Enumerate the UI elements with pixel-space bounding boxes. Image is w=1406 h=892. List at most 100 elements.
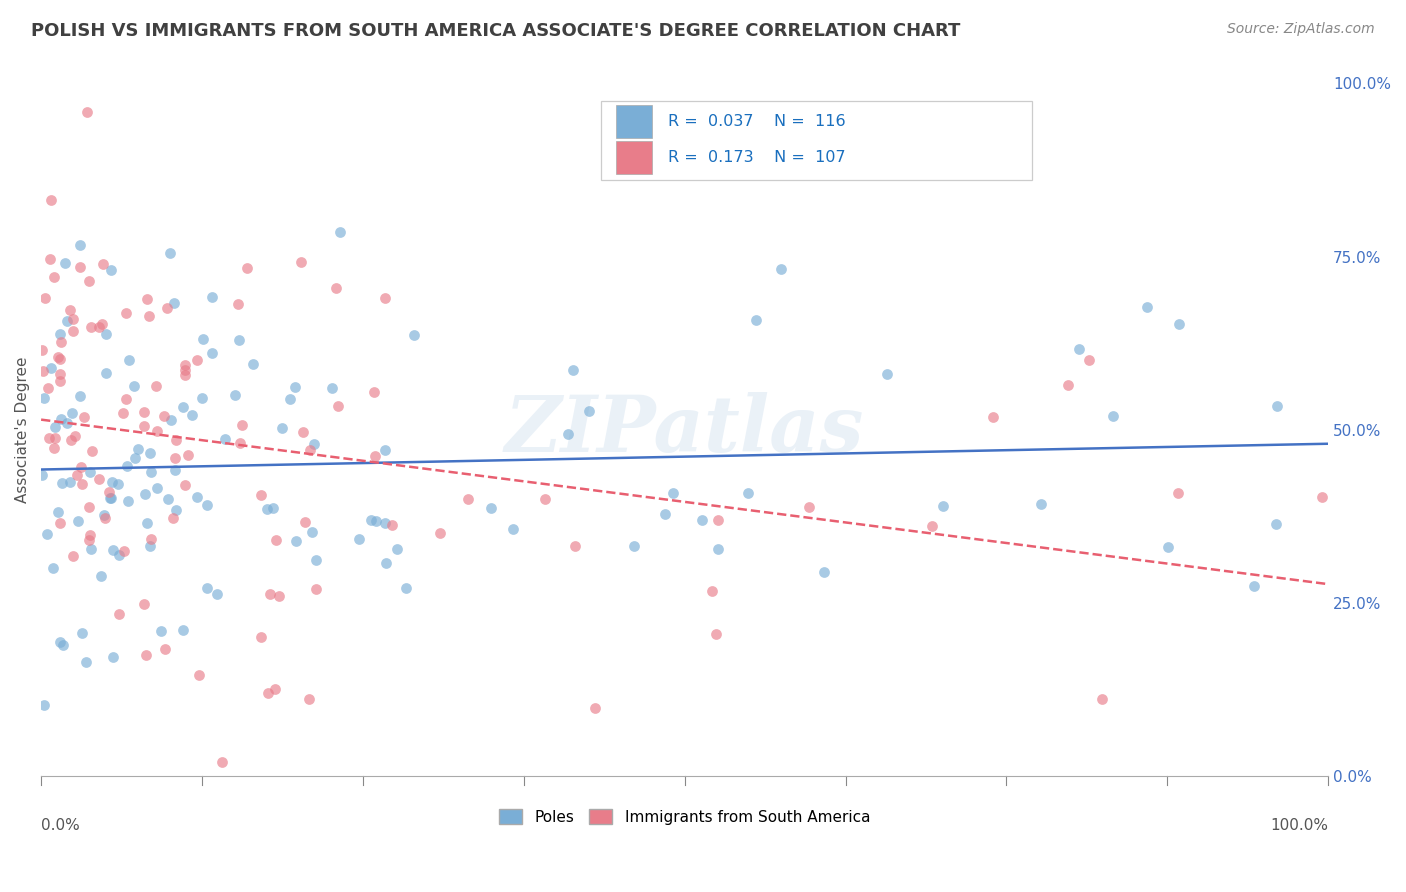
Point — [157, 492, 180, 507]
Point — [59, 303, 82, 318]
Point — [51, 475, 73, 490]
Point — [374, 516, 396, 531]
Text: ZIPatlas: ZIPatlas — [505, 392, 865, 468]
Point — [49, 516, 72, 531]
Point — [249, 488, 271, 502]
Point — [135, 648, 157, 663]
Point — [73, 409, 96, 424]
Point — [457, 491, 479, 506]
Point — [44, 269, 66, 284]
Point — [256, 501, 278, 516]
Point — [195, 498, 218, 512]
Point — [292, 425, 315, 439]
Point — [136, 293, 159, 307]
Point — [134, 405, 156, 419]
Point — [112, 406, 135, 420]
Point — [145, 379, 167, 393]
Point — [1101, 409, 1123, 424]
Point — [60, 433, 83, 447]
Point — [66, 468, 89, 483]
Point — [1265, 399, 1288, 413]
Text: Source: ZipAtlas.com: Source: ZipAtlas.com — [1227, 22, 1375, 37]
Point — [876, 367, 898, 381]
Point — [87, 472, 110, 486]
Point — [146, 481, 169, 495]
Point — [165, 502, 187, 516]
Point — [360, 513, 382, 527]
Point — [770, 262, 793, 277]
Point — [94, 326, 117, 341]
Point — [290, 254, 312, 268]
Point — [271, 421, 294, 435]
Point — [564, 539, 586, 553]
Point — [201, 290, 224, 304]
Point — [174, 362, 197, 376]
Point — [226, 297, 249, 311]
Point — [55, 416, 77, 430]
Point — [981, 409, 1004, 424]
Point — [502, 522, 524, 536]
Point — [69, 389, 91, 403]
Point — [79, 465, 101, 479]
Point — [77, 274, 100, 288]
Point — [149, 624, 172, 638]
Point — [707, 542, 730, 557]
Point — [115, 306, 138, 320]
Point — [44, 431, 66, 445]
Point — [48, 374, 70, 388]
Point — [201, 346, 224, 360]
Point — [921, 518, 943, 533]
Point — [381, 517, 404, 532]
Point — [654, 507, 676, 521]
Point — [249, 630, 271, 644]
Point — [117, 493, 139, 508]
Point — [162, 296, 184, 310]
Point — [326, 399, 349, 413]
Point — [1265, 516, 1288, 531]
Point — [395, 581, 418, 595]
Point — [51, 412, 73, 426]
Point — [364, 514, 387, 528]
Point — [90, 569, 112, 583]
Point — [65, 429, 87, 443]
Point — [56, 314, 79, 328]
Point — [187, 668, 209, 682]
Point — [301, 524, 323, 539]
Point — [41, 361, 63, 376]
Point — [101, 649, 124, 664]
Point — [32, 698, 55, 713]
Point — [205, 587, 228, 601]
Point — [325, 281, 347, 295]
Point — [304, 552, 326, 566]
Point — [174, 368, 197, 382]
Point — [583, 700, 606, 714]
Point — [195, 581, 218, 595]
Point — [1029, 498, 1052, 512]
Point — [402, 327, 425, 342]
Point — [374, 291, 396, 305]
Point — [134, 419, 156, 434]
Point — [114, 392, 136, 407]
Point — [139, 465, 162, 479]
Point — [236, 260, 259, 275]
Point — [704, 627, 727, 641]
Point — [231, 417, 253, 432]
Point — [186, 353, 208, 368]
Point — [48, 352, 70, 367]
Point — [228, 334, 250, 348]
Text: R =  0.037    N =  116: R = 0.037 N = 116 — [668, 114, 845, 129]
Point — [46, 505, 69, 519]
Point — [39, 252, 62, 266]
Point — [264, 682, 287, 697]
Point — [32, 392, 55, 406]
Point — [138, 309, 160, 323]
Point — [82, 444, 104, 458]
Point — [153, 641, 176, 656]
Point — [93, 508, 115, 523]
Point — [98, 484, 121, 499]
Point — [156, 301, 179, 316]
Point — [180, 408, 202, 422]
Point — [257, 686, 280, 700]
Point — [1067, 342, 1090, 356]
Point — [262, 501, 284, 516]
